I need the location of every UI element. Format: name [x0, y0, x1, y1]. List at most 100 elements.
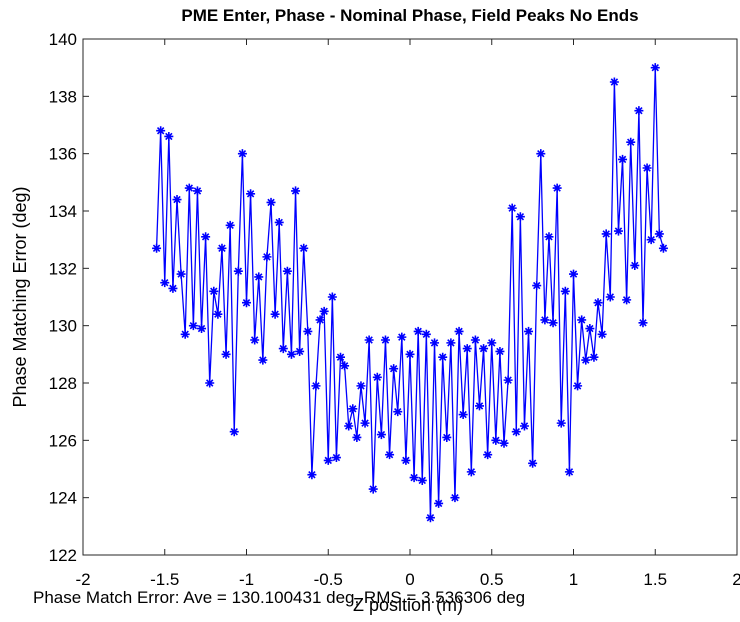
- annotation: Phase Match Error: Ave = 130.100431 deg,…: [33, 588, 525, 607]
- y-tick-label: 122: [49, 546, 77, 565]
- data-point: [438, 352, 448, 362]
- y-tick-label: 140: [49, 30, 77, 49]
- x-tick-label: -1: [239, 570, 254, 589]
- data-point: [229, 427, 239, 437]
- data-point: [626, 137, 636, 147]
- data-point: [262, 252, 272, 262]
- data-point: [622, 295, 632, 305]
- data-point: [548, 318, 558, 328]
- data-point: [442, 432, 452, 442]
- data-point: [286, 349, 296, 359]
- data-point: [282, 266, 292, 276]
- data-point: [209, 286, 219, 296]
- data-point: [237, 149, 247, 159]
- data-point: [544, 232, 554, 242]
- data-point: [613, 226, 623, 236]
- x-tick-label: 0: [405, 570, 414, 589]
- data-point: [425, 513, 435, 523]
- data-point: [192, 186, 202, 196]
- data-point: [352, 432, 362, 442]
- data-point: [654, 229, 664, 239]
- data-point: [577, 315, 587, 325]
- data-point: [180, 329, 190, 339]
- data-point: [307, 470, 317, 480]
- data-point: [630, 260, 640, 270]
- data-point: [356, 381, 366, 391]
- data-point: [409, 473, 419, 483]
- x-tick-label: 1: [569, 570, 578, 589]
- data-point: [201, 232, 211, 242]
- data-point: [389, 364, 399, 374]
- data-point: [188, 321, 198, 331]
- data-point: [446, 338, 456, 348]
- data-point: [242, 298, 251, 308]
- data-point: [507, 203, 517, 213]
- data-point: [556, 418, 566, 428]
- data-point: [331, 453, 341, 463]
- data-point: [470, 335, 480, 345]
- y-tick-label: 134: [49, 202, 77, 221]
- data-point: [254, 272, 264, 282]
- data-point: [658, 243, 668, 253]
- data-point: [479, 344, 489, 354]
- data-point: [184, 183, 194, 193]
- data-point: [495, 346, 505, 356]
- data-point: [376, 430, 386, 440]
- data-point: [225, 220, 235, 230]
- data-point: [291, 186, 301, 196]
- data-point: [474, 401, 484, 411]
- chart-title: PME Enter, Phase - Nominal Phase, Field …: [181, 6, 638, 25]
- x-tick-label: -2: [75, 570, 90, 589]
- data-point: [233, 266, 243, 276]
- data-point: [393, 407, 403, 417]
- data-point: [650, 63, 660, 73]
- x-axis-label: Z position (m): [353, 595, 463, 615]
- data-point: [213, 309, 223, 319]
- data-point: [532, 281, 542, 291]
- data-point: [160, 278, 170, 288]
- data-point: [278, 344, 288, 354]
- data-point: [593, 298, 603, 308]
- data-point: [450, 493, 460, 503]
- data-point: [205, 378, 215, 388]
- data-point: [417, 475, 427, 485]
- data-point: [340, 361, 350, 371]
- data-point: [487, 338, 497, 348]
- data-point: [519, 421, 529, 431]
- x-tick-label: 2: [732, 570, 740, 589]
- y-tick-label: 130: [49, 317, 77, 336]
- data-point: [315, 315, 325, 325]
- data-point: [168, 283, 178, 293]
- data-point: [303, 326, 313, 336]
- data-point: [266, 197, 276, 207]
- data-point: [405, 349, 415, 359]
- data-point: [327, 292, 337, 302]
- data-point: [605, 292, 615, 302]
- data-point: [609, 77, 619, 87]
- data-point: [536, 149, 546, 159]
- data-point: [413, 326, 423, 336]
- data-point: [397, 332, 407, 342]
- data-point: [164, 131, 174, 141]
- data-point: [197, 324, 207, 334]
- data-point: [597, 329, 607, 339]
- data-point: [573, 381, 583, 391]
- x-tick-label: 0.5: [480, 570, 504, 589]
- data-point: [491, 435, 501, 445]
- data-point: [299, 243, 309, 253]
- data-point: [458, 410, 468, 420]
- data-point: [434, 498, 444, 508]
- data-point: [401, 455, 411, 465]
- data-point: [552, 183, 562, 193]
- data-point: [221, 349, 231, 359]
- data-point: [581, 355, 591, 365]
- data-point: [511, 427, 521, 437]
- data-point: [483, 450, 493, 460]
- x-tick-label: -0.5: [314, 570, 343, 589]
- data-point: [564, 467, 574, 477]
- data-point: [528, 458, 538, 468]
- data-point: [499, 438, 509, 448]
- data-point: [540, 315, 550, 325]
